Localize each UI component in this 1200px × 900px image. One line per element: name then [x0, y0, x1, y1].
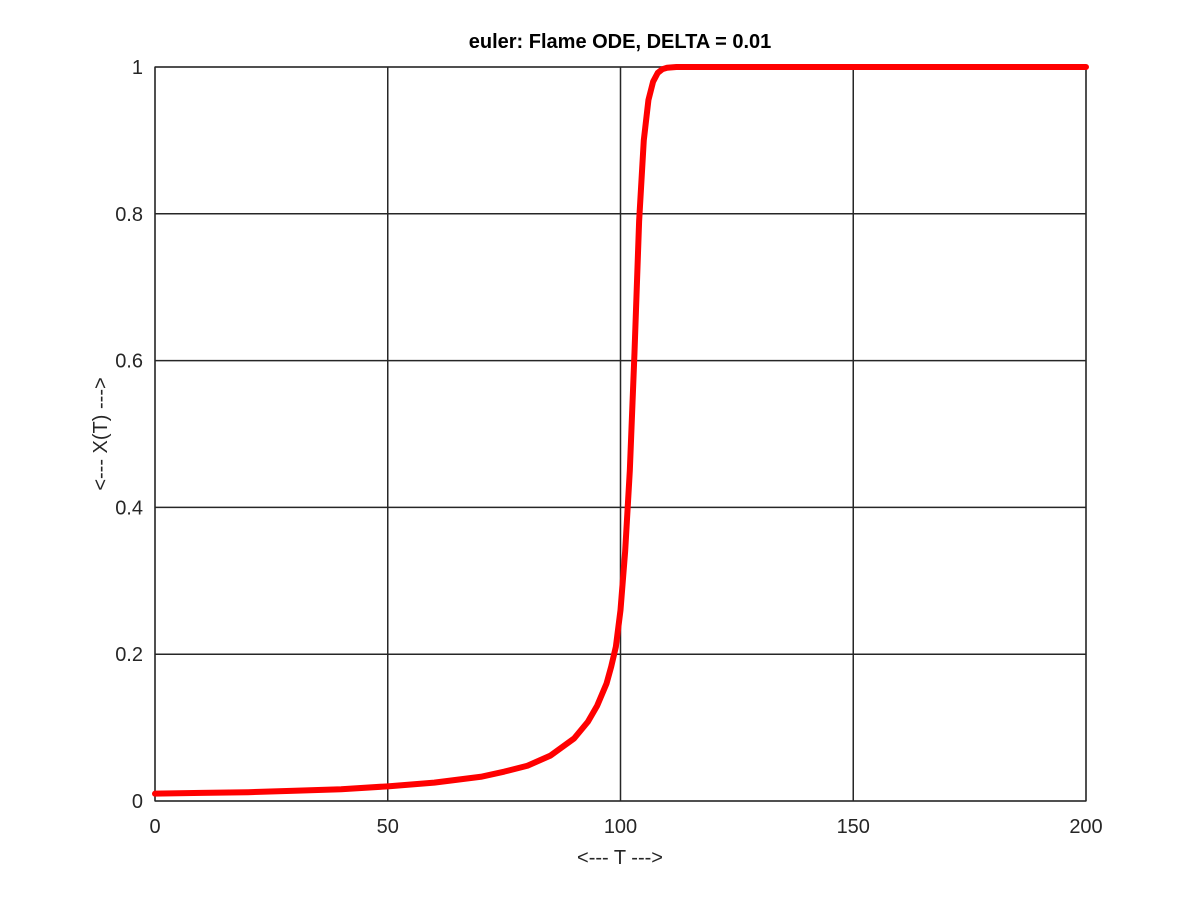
x-tick-label: 150 — [837, 816, 870, 838]
series-line — [152, 64, 1089, 797]
series-layer — [152, 64, 1089, 797]
x-tick-label: 50 — [377, 816, 399, 838]
y-tick-label: 0.4 — [115, 497, 143, 519]
y-tick-label: 0.2 — [115, 644, 143, 666]
y-tick-label: 1 — [132, 57, 143, 79]
y-tick-label: 0.6 — [115, 351, 143, 373]
x-axis-label: <--- T ---> — [577, 847, 663, 869]
plot-area-frame — [154, 66, 1087, 802]
y-tick-label: 0 — [132, 791, 143, 813]
tick-labels: 0 50 100 150 200 0 0.2 0.4 0.6 0.8 1 — [115, 57, 1103, 838]
x-tick-label: 0 — [149, 816, 160, 838]
y-axis-label: <--- X(T) ---> — [90, 377, 112, 490]
y-tick-label: 0.8 — [115, 204, 143, 226]
x-tick-label: 200 — [1069, 816, 1102, 838]
chart-title: euler: Flame ODE, DELTA = 0.01 — [469, 31, 772, 53]
x-tick-label: 100 — [604, 816, 637, 838]
